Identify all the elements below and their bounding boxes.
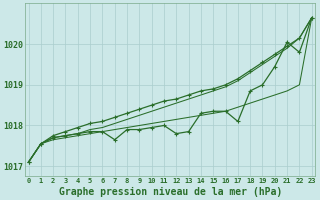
X-axis label: Graphe pression niveau de la mer (hPa): Graphe pression niveau de la mer (hPa) (59, 186, 282, 197)
